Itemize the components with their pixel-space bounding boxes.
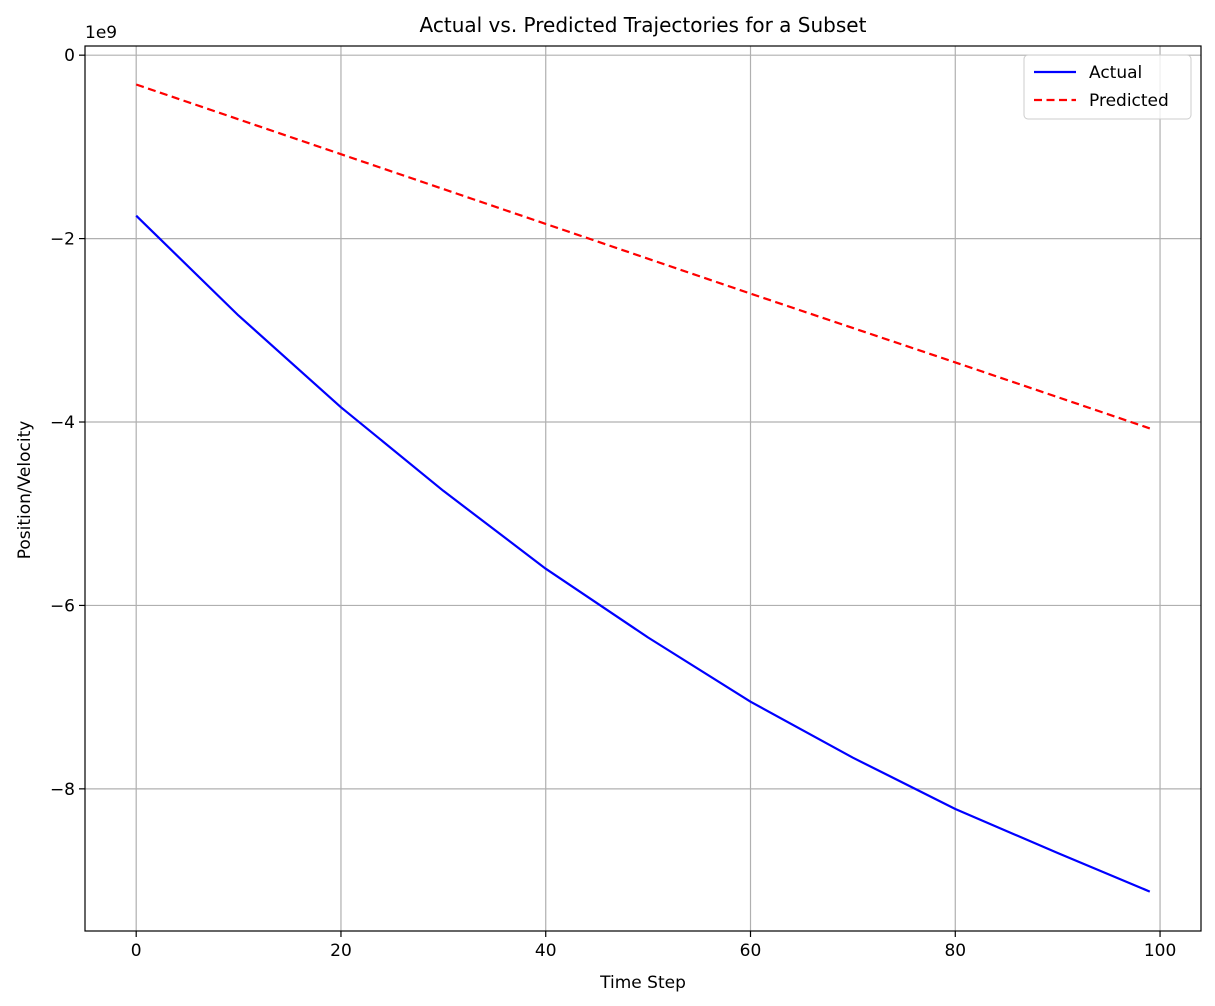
- legend-predicted-label: Predicted: [1089, 91, 1169, 111]
- legend-actual-label: Actual: [1089, 63, 1142, 83]
- series-layer: [135, 83, 1151, 893]
- y-axis-ticks: 0 −2 −4 −6 −8: [50, 46, 85, 800]
- y-tick-label: −4: [50, 413, 75, 433]
- y-offset-label: 1e9: [85, 23, 117, 43]
- chart-title: Actual vs. Predicted Trajectories for a …: [420, 13, 867, 37]
- x-tick-label: 100: [1144, 941, 1176, 961]
- x-tick-label: 20: [330, 941, 352, 961]
- x-tick-label: 0: [131, 941, 142, 961]
- x-tick-label: 60: [740, 941, 762, 961]
- y-tick-label: −2: [50, 230, 75, 250]
- plot-frame: [84, 45, 1202, 932]
- y-tick-label: 0: [64, 46, 75, 66]
- y-tick-label: −6: [50, 596, 75, 616]
- y-tick-label: −8: [50, 780, 75, 800]
- x-tick-label: 40: [535, 941, 557, 961]
- series-line-actual: [135, 214, 1151, 893]
- legend: Actual Predicted: [1023, 54, 1192, 120]
- x-axis-title: Time Step: [599, 973, 686, 993]
- grid-lines: [85, 46, 1201, 931]
- x-tick-label: 80: [944, 941, 966, 961]
- y-axis-title: Position/Velocity: [15, 421, 35, 560]
- x-axis-ticks: 0 20 40 60 80 100: [131, 931, 1176, 961]
- series-line-predicted: [135, 83, 1151, 430]
